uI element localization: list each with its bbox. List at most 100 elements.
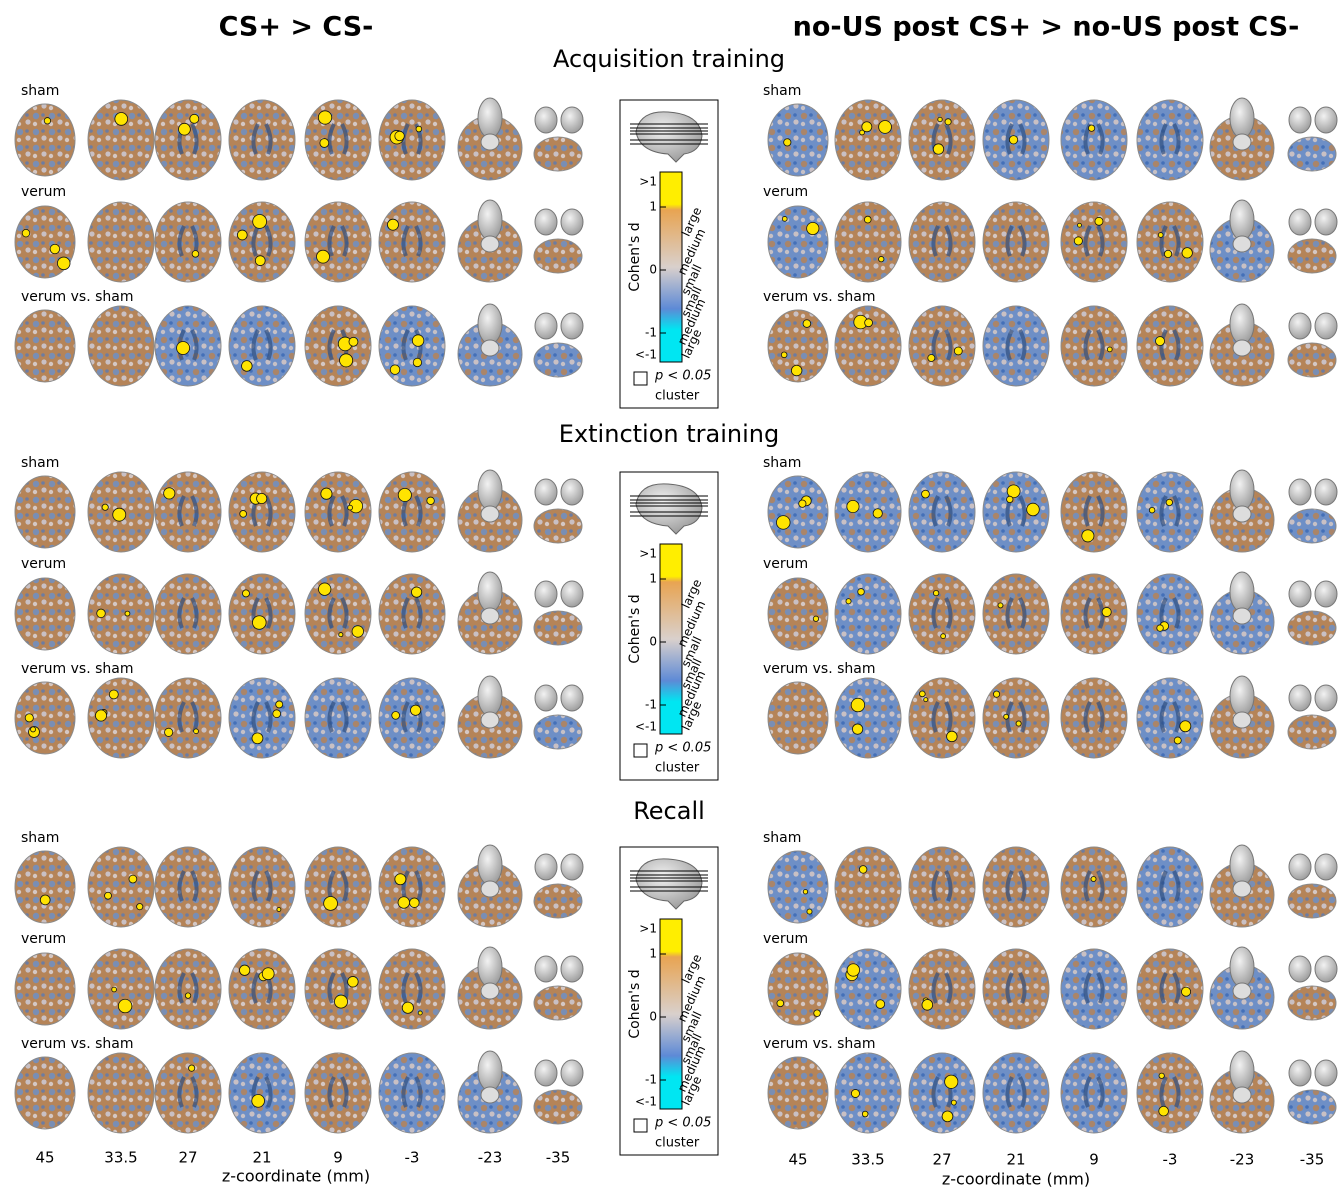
blob — [807, 222, 819, 234]
brain-slice — [1061, 678, 1127, 758]
slice — [15, 682, 75, 754]
row-label: verum vs. sham — [763, 661, 875, 677]
row-label: verum vs. sham — [21, 661, 133, 677]
slice — [534, 343, 582, 377]
blob — [847, 964, 859, 976]
brain-slice — [1210, 200, 1274, 282]
blob — [411, 587, 421, 597]
brain-slice — [909, 678, 975, 758]
slice — [909, 949, 975, 1029]
lobe — [1315, 1060, 1337, 1086]
legend-stat: p < 0.05 — [654, 1116, 711, 1131]
brain-slice — [1137, 847, 1203, 927]
blob — [851, 698, 864, 711]
lobe — [1315, 479, 1337, 505]
blob — [919, 691, 925, 697]
brain-slice — [379, 306, 445, 386]
blob — [349, 337, 358, 346]
colorbar-tick-label: 0 — [649, 263, 657, 277]
brainstem — [1233, 608, 1251, 624]
blob — [1159, 1073, 1164, 1078]
brainstem — [1233, 236, 1251, 252]
blob — [803, 890, 807, 894]
slice — [15, 310, 75, 382]
lobe — [1315, 685, 1337, 711]
brain-slice — [835, 306, 901, 386]
slice — [1137, 574, 1203, 654]
blob — [115, 113, 128, 126]
slice — [768, 476, 828, 548]
lobe — [1315, 854, 1337, 880]
slice — [155, 472, 221, 552]
brainstem — [481, 712, 499, 728]
blob — [1095, 217, 1103, 225]
slice — [1137, 949, 1203, 1029]
brainstem — [478, 676, 502, 716]
blob — [813, 616, 818, 621]
brain-slice — [88, 306, 154, 386]
slice — [835, 100, 901, 180]
brain-slice — [1288, 313, 1337, 377]
blob — [847, 500, 859, 512]
lobe — [1315, 313, 1337, 339]
brain-slice — [88, 678, 154, 758]
blob — [776, 516, 790, 530]
brainstem — [1230, 572, 1254, 612]
blob — [189, 1065, 195, 1071]
brain-slice — [15, 682, 75, 754]
brain-slice — [835, 678, 901, 758]
blob — [922, 999, 933, 1010]
blob — [864, 216, 871, 223]
slice — [1137, 202, 1203, 282]
blob — [118, 999, 132, 1013]
slice — [1061, 100, 1127, 180]
brainstem — [1233, 340, 1251, 356]
slice — [88, 306, 154, 386]
blob — [164, 488, 175, 499]
column-title: CS+ > CS- — [219, 12, 374, 43]
colorbar-tick-label: 1 — [649, 947, 657, 961]
brain-slice — [305, 472, 371, 552]
slice — [983, 678, 1049, 758]
brain-slice — [768, 1057, 828, 1129]
brain-slice — [1210, 676, 1274, 758]
brain-slice — [534, 854, 583, 918]
legend-unit: cluster — [655, 761, 700, 776]
colorbar-tick-label: -1 — [645, 698, 657, 712]
brain-slice — [909, 472, 975, 552]
brainstem — [1230, 98, 1254, 138]
slice — [534, 509, 582, 543]
blob — [1091, 876, 1096, 881]
slice — [534, 884, 582, 918]
lobe — [561, 107, 583, 133]
brain-slice — [835, 574, 901, 654]
blob — [1159, 1106, 1169, 1116]
brain-slice — [983, 100, 1049, 180]
slice — [379, 100, 445, 180]
brain-slice — [379, 202, 445, 282]
brainstem — [481, 881, 499, 897]
brain-slice — [909, 1053, 975, 1133]
brainstem — [478, 845, 502, 885]
blob — [947, 731, 958, 742]
brain-slice — [534, 1060, 583, 1124]
brain-slice — [88, 472, 154, 552]
slice — [1061, 574, 1127, 654]
brainstem — [481, 1087, 499, 1103]
blob — [846, 599, 851, 604]
slice — [983, 847, 1049, 927]
blob — [137, 904, 143, 910]
brain-slice — [1210, 572, 1274, 654]
brain-slice — [458, 845, 522, 927]
brain-slice — [88, 847, 154, 927]
brain-slice — [155, 678, 221, 758]
brain-slice — [768, 578, 828, 650]
slice — [305, 202, 371, 282]
slice — [379, 202, 445, 282]
blob — [318, 111, 331, 124]
brain-slice — [155, 1053, 221, 1133]
blob — [113, 508, 126, 521]
brain-slice — [909, 100, 975, 180]
slice — [534, 137, 582, 171]
brain-slice — [768, 953, 828, 1025]
